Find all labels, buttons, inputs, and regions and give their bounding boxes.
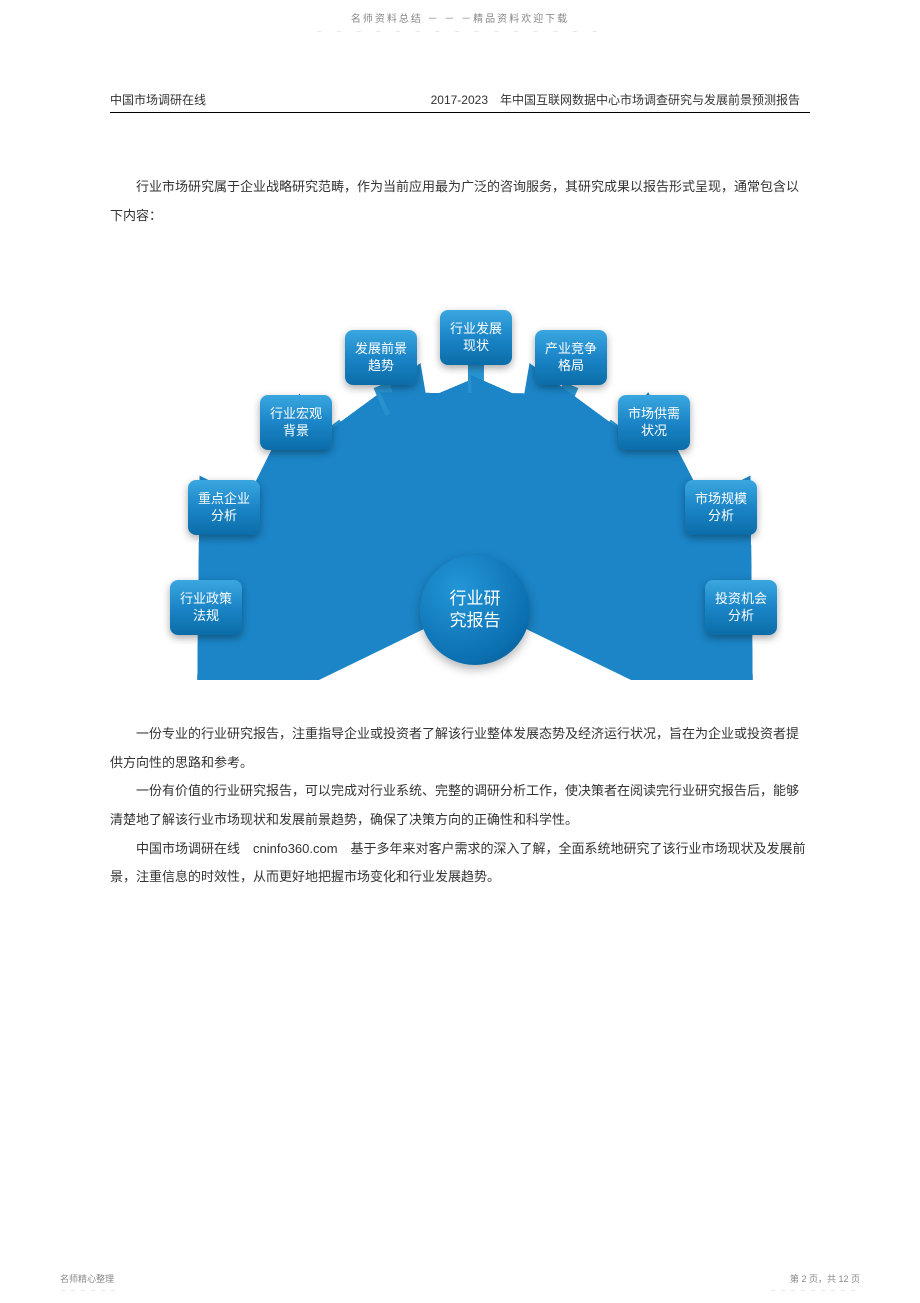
node-label: 产业竞争 格局 bbox=[545, 341, 597, 375]
top-dots: － － － － － － － － － － － － － － － bbox=[0, 27, 920, 36]
footer-mid: 页，共 bbox=[806, 1274, 838, 1284]
node-label: 行业发展 现状 bbox=[450, 321, 502, 355]
node-macro: 行业宏观 背景 bbox=[260, 395, 332, 450]
node-label: 发展前景 趋势 bbox=[355, 341, 407, 375]
body-p3: 中国市场调研在线 cninfo360.com 基于多年来对客户需求的深入了解，全… bbox=[110, 835, 810, 892]
center-label: 行业研 究报告 bbox=[450, 588, 501, 632]
node-supply: 市场供需 状况 bbox=[618, 395, 690, 450]
node-keycompany: 重点企业 分析 bbox=[188, 480, 260, 535]
footer-left: 名师精心整理 bbox=[60, 1272, 114, 1285]
node-compete: 产业竞争 格局 bbox=[535, 330, 607, 385]
node-policy: 行业政策 法规 bbox=[170, 580, 242, 635]
footer-suffix: 页 bbox=[848, 1274, 860, 1284]
node-scale: 市场规模 分析 bbox=[685, 480, 757, 535]
body-p2: 一份有价值的行业研究报告，可以完成对行业系统、完整的调研分析工作，使决策者在阅读… bbox=[110, 777, 810, 834]
footer-dots-right: －－－－－－－－－ bbox=[770, 1286, 860, 1295]
intro-paragraph: 行业市场研究属于企业战略研究范畴，作为当前应用最为广泛的咨询服务，其研究成果以报… bbox=[110, 173, 810, 230]
body-p1: 一份专业的行业研究报告，注重指导企业或投资者了解该行业整体发展态势及经济运行状况… bbox=[110, 720, 810, 777]
node-label: 市场供需 状况 bbox=[628, 406, 680, 440]
node-label: 重点企业 分析 bbox=[198, 491, 250, 525]
body-text: 一份专业的行业研究报告，注重指导企业或投资者了解该行业整体发展态势及经济运行状况… bbox=[110, 720, 810, 892]
header-title: 2017-2023 年中国互联网数据中心市场调查研究与发展前景预测报告 bbox=[206, 91, 810, 108]
diagram-center: 行业研 究报告 bbox=[420, 555, 530, 665]
header-source: 中国市场调研在线 bbox=[110, 91, 206, 108]
node-label: 市场规模 分析 bbox=[695, 491, 747, 525]
node-status: 行业发展 现状 bbox=[440, 310, 512, 365]
node-trend: 发展前景 趋势 bbox=[345, 330, 417, 385]
node-label: 行业政策 法规 bbox=[180, 591, 232, 625]
footer-dots-left: －－－－－－ bbox=[60, 1286, 120, 1295]
radial-diagram: 行业研 究报告 行业政策 法规 重点企业 分析 行业宏观 背景 发展前景 趋势 … bbox=[110, 260, 810, 680]
footer-prefix: 第 bbox=[790, 1274, 802, 1284]
top-banner: 名师资料总结 － － －精品资料欢迎下载 bbox=[0, 0, 920, 25]
node-label: 行业宏观 背景 bbox=[270, 406, 322, 440]
node-label: 投资机会 分析 bbox=[715, 591, 767, 625]
page-total: 12 bbox=[838, 1274, 848, 1284]
node-invest: 投资机会 分析 bbox=[705, 580, 777, 635]
footer-right: 第 2 页，共 12 页 bbox=[790, 1272, 860, 1285]
header-bar: 中国市场调研在线 2017-2023 年中国互联网数据中心市场调查研究与发展前景… bbox=[110, 91, 810, 113]
